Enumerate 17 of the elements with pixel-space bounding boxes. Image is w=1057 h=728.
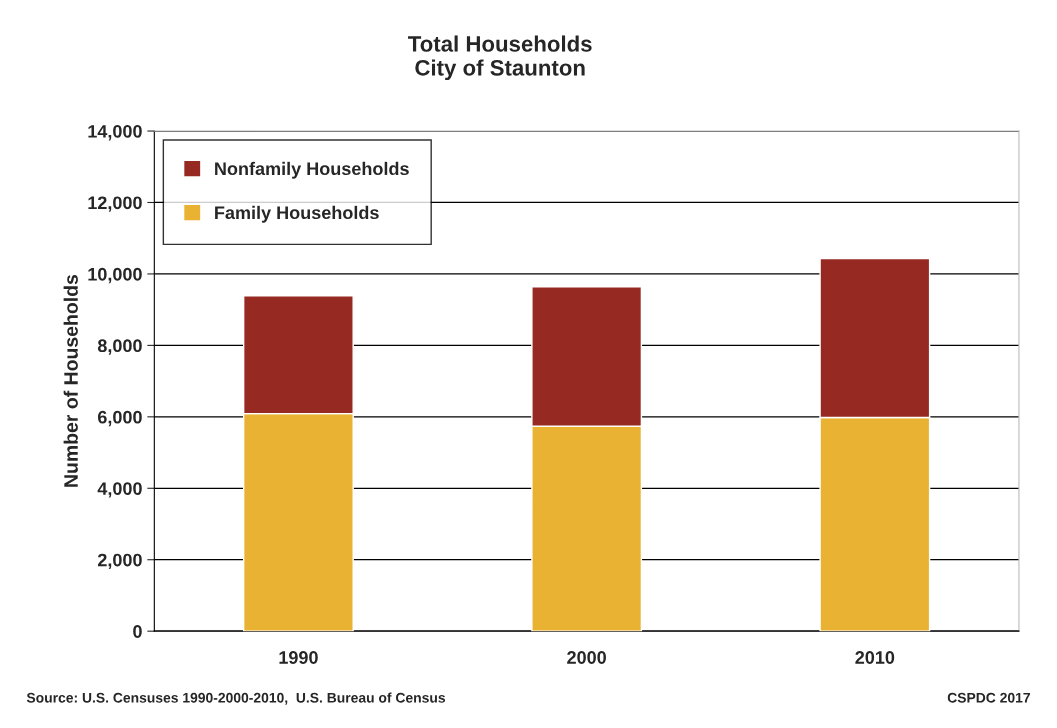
x-tick-label: 2000 (567, 651, 606, 664)
chart-title: Total Households City of Staunton (408, 35, 592, 81)
y-tick-label: 2,000 (97, 553, 142, 570)
y-tick-label: 10,000 (88, 267, 142, 284)
y-tick-label: 8,000 (97, 339, 142, 355)
source-note: Source: U.S. Censuses 1990-2000-2010, U.S. Bureau of Census (26, 692, 446, 705)
y-tick-label: 12,000 (88, 196, 142, 212)
y-tick-label: 14,000 (88, 124, 142, 141)
x-tick-label: 1990 (279, 651, 318, 664)
text: CSPDC 2017 (947, 692, 1030, 703)
y-tick-label: 6,000 (98, 410, 142, 427)
y-tick-label: 4,000 (97, 482, 142, 498)
y-tick-label: 0 (133, 625, 142, 638)
y-axis-title: Number of Households (63, 274, 78, 487)
legend-label: Family Households (215, 205, 379, 223)
x-tick-label: 2010 (855, 651, 895, 664)
legend-label: Nonfamily Households (215, 161, 409, 179)
